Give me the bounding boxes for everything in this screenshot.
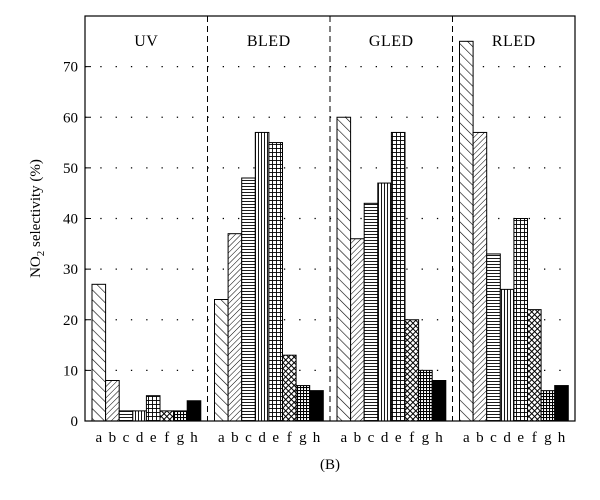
bar-gled-a <box>336 116 352 422</box>
bar-bled-h <box>309 390 324 422</box>
category-label: a <box>95 430 102 446</box>
bar-uv-d <box>132 410 147 422</box>
bar-rled-c <box>486 253 501 422</box>
category-label: f <box>532 430 537 446</box>
category-label: h <box>190 430 198 446</box>
category-label: g <box>544 430 552 446</box>
category-label: g <box>299 430 307 446</box>
y-tick-label: 10 <box>63 363 78 379</box>
bars <box>91 40 569 422</box>
category-label: c <box>368 430 375 446</box>
bar-uv-b <box>105 380 120 422</box>
category-label: d <box>381 430 389 446</box>
bar-rled-d <box>499 288 515 422</box>
category-label: d <box>136 430 144 446</box>
y-tick-label: 20 <box>63 313 78 329</box>
category-label: a <box>463 430 470 446</box>
bar-rled-a <box>459 40 474 422</box>
group-title: UV <box>134 33 158 50</box>
y-axis: 0 10 20 30 40 50 60 70 <box>63 60 91 430</box>
category-label: h <box>313 430 321 446</box>
bar-uv-c <box>118 410 134 422</box>
category-label: e <box>272 430 279 446</box>
bar-gled-g <box>418 369 433 422</box>
y-tick-label: 60 <box>63 110 78 126</box>
bar-gled-b <box>350 238 365 422</box>
category-label: e <box>517 430 524 446</box>
category-label: c <box>490 430 497 446</box>
category-label: h <box>435 430 443 446</box>
bar-uv-h <box>186 400 202 422</box>
y-tick-label: 50 <box>63 161 78 177</box>
figure-caption: (B) <box>320 457 340 473</box>
bar-bled-d <box>254 131 270 422</box>
category-label: f <box>287 430 292 446</box>
category-label: d <box>258 430 266 446</box>
y-tick-label: 70 <box>63 60 78 76</box>
bar-gled-c <box>363 202 379 422</box>
category-label: f <box>164 430 169 446</box>
bar-uv-g <box>173 410 188 422</box>
bar-rled-h <box>554 385 569 422</box>
category-label: b <box>109 430 117 446</box>
y-tick-label: 40 <box>63 212 78 228</box>
y-axis-title-subscript: 2 <box>35 251 47 257</box>
category-label: e <box>150 430 157 446</box>
category-label: d <box>503 430 511 446</box>
bar-rled-b <box>472 131 488 422</box>
bar-uv-e <box>145 395 161 422</box>
bar-bled-b <box>227 233 243 422</box>
group-separators <box>207 16 453 421</box>
category-label: g <box>422 430 430 446</box>
bar-uv-f <box>159 410 175 422</box>
bar-bled-c <box>241 177 256 422</box>
category-label: f <box>409 430 414 446</box>
category-label: b <box>231 430 239 446</box>
bar-bled-g <box>295 385 311 422</box>
bar-gled-e <box>390 131 406 422</box>
y-axis-title-main: NO <box>28 256 44 278</box>
category-label: c <box>245 430 252 446</box>
group-title: RLED <box>492 33 536 50</box>
bar-rled-e <box>513 218 529 422</box>
y-axis-title: NO2 selectivity (%) <box>28 159 47 278</box>
category-label: b <box>476 430 484 446</box>
bar-rled-f <box>527 309 542 422</box>
group-title: GLED <box>369 33 414 50</box>
group-title: BLED <box>247 33 291 50</box>
bar-bled-a <box>214 299 229 422</box>
y-tick-label: 0 <box>71 414 79 430</box>
bar-bled-e <box>268 142 283 422</box>
bar-gled-h <box>431 380 447 422</box>
bar-rled-g <box>540 390 556 422</box>
category-label: b <box>354 430 362 446</box>
category-label: c <box>123 430 130 446</box>
y-tick-label: 30 <box>63 262 78 278</box>
bar-uv-a <box>91 283 107 422</box>
category-label: h <box>558 430 566 446</box>
category-label: e <box>395 430 402 446</box>
bar-bled-f <box>282 354 297 422</box>
bar-gled-d <box>377 182 392 422</box>
y-axis-title-rest: selectivity (%) <box>28 159 44 251</box>
category-label: a <box>340 430 347 446</box>
category-label: a <box>218 430 225 446</box>
category-label: g <box>177 430 185 446</box>
bar-gled-f <box>404 319 420 422</box>
